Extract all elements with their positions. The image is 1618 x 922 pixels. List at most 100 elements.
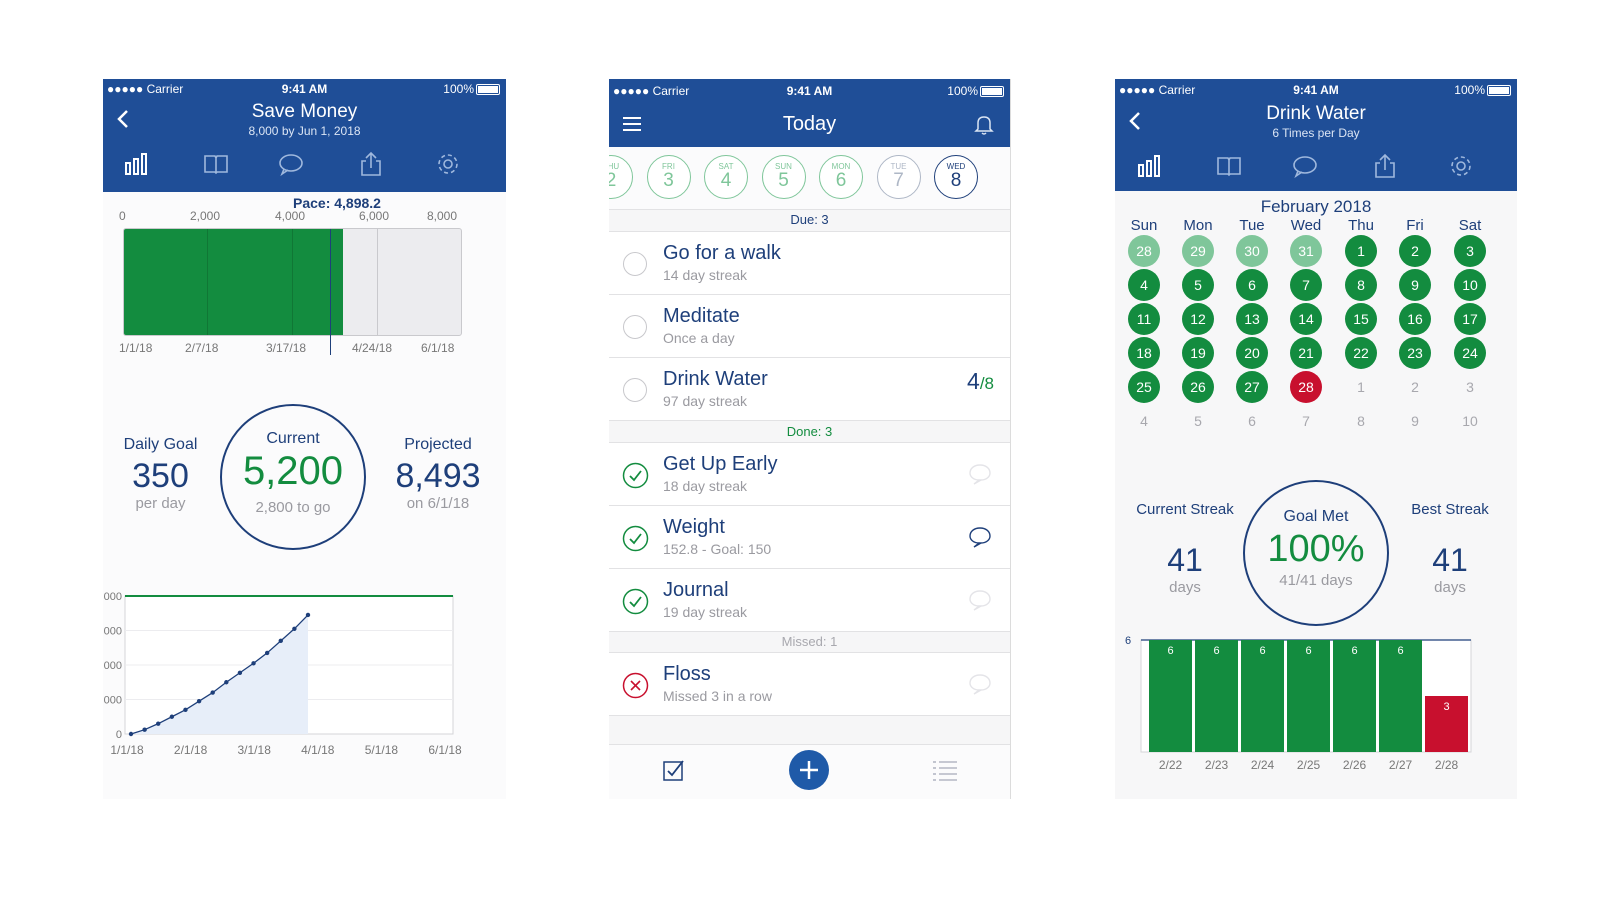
header: ●●●●● Carrier 9:41 AM 100% Today bbox=[609, 79, 1010, 147]
calendar-day[interactable]: 2 bbox=[1411, 379, 1419, 395]
calendar-day[interactable]: 2 bbox=[1399, 235, 1431, 267]
calendar-day[interactable]: 6 bbox=[1248, 413, 1256, 429]
calendar-day[interactable]: 4 bbox=[1128, 269, 1160, 301]
calendar-day[interactable]: 22 bbox=[1345, 337, 1377, 369]
day-circle[interactable]: MON 6 bbox=[819, 155, 863, 199]
calendar-day[interactable]: 4 bbox=[1140, 413, 1148, 429]
tab-stats[interactable] bbox=[123, 151, 149, 177]
data-point bbox=[156, 721, 161, 726]
tab-share[interactable] bbox=[1372, 153, 1398, 179]
carrier-label: ●●●●● Carrier bbox=[613, 84, 690, 98]
notifications-button[interactable] bbox=[973, 112, 995, 136]
daily-water-bar-chart: 6 6 2/22 6 2/23 6 2/24 6 2/25 6 2/26 6 2/27 3 2/28 bbox=[1125, 635, 1472, 772]
checkbox[interactable] bbox=[623, 378, 647, 402]
calendar-day[interactable]: 30 bbox=[1236, 235, 1268, 267]
calendar-day[interactable]: 16 bbox=[1399, 303, 1431, 335]
comment-icon[interactable] bbox=[968, 589, 992, 611]
x-circle-icon[interactable] bbox=[622, 672, 649, 699]
back-button[interactable] bbox=[1125, 109, 1147, 133]
calendar-day[interactable]: 28 bbox=[1290, 371, 1322, 403]
checkbox[interactable] bbox=[623, 315, 647, 339]
due-header: Due: 3 bbox=[790, 212, 829, 227]
tab-notes[interactable] bbox=[203, 151, 229, 177]
calendar-day[interactable]: 20 bbox=[1236, 337, 1268, 369]
calendar-day[interactable]: 5 bbox=[1182, 269, 1214, 301]
calendar-day[interactable]: 6 bbox=[1236, 269, 1268, 301]
checklist-tab-icon[interactable] bbox=[661, 757, 687, 783]
day-circle[interactable]: TUE 7 bbox=[876, 155, 921, 199]
tab-settings[interactable] bbox=[1448, 153, 1474, 179]
list-tab-icon[interactable] bbox=[931, 757, 959, 783]
comment-icon[interactable] bbox=[968, 526, 992, 548]
calendar-day[interactable]: 13 bbox=[1236, 303, 1268, 335]
habit-row-meditate[interactable]: Meditate Once a day bbox=[609, 295, 1010, 357]
day-circle[interactable]: FRI 3 bbox=[646, 155, 691, 199]
comment-icon[interactable] bbox=[968, 463, 992, 485]
projected-value: 8,493 bbox=[395, 457, 481, 495]
habit-row-floss[interactable]: Floss Missed 3 in a row bbox=[609, 653, 1010, 715]
checkbox[interactable] bbox=[623, 252, 647, 276]
tab-settings[interactable] bbox=[435, 151, 461, 177]
calendar-day[interactable]: 7 bbox=[1302, 413, 1310, 429]
menu-button[interactable] bbox=[621, 115, 643, 133]
habit-row-weight[interactable]: Weight 152.8 - Goal: 150 bbox=[609, 506, 1010, 568]
battery-icon bbox=[980, 86, 1004, 97]
status-bar: ●●●●● Carrier 9:41 AM 100% bbox=[1115, 79, 1517, 99]
calendar-day[interactable]: 18 bbox=[1128, 337, 1160, 369]
calendar-day[interactable]: 14 bbox=[1290, 303, 1322, 335]
calendar-day[interactable]: 5 bbox=[1194, 413, 1202, 429]
daily-goal-value: 350 bbox=[132, 457, 189, 495]
calendar-day[interactable]: 11 bbox=[1128, 303, 1160, 335]
check-circle-icon[interactable] bbox=[622, 525, 649, 552]
calendar-day[interactable]: 10 bbox=[1454, 269, 1486, 301]
count-value: 4 bbox=[967, 368, 980, 394]
calendar-day[interactable]: 19 bbox=[1182, 337, 1214, 369]
calendar-day[interactable]: 15 bbox=[1345, 303, 1377, 335]
check-circle-icon[interactable] bbox=[622, 462, 649, 489]
tab-comments[interactable] bbox=[1292, 153, 1318, 179]
tab-comments[interactable] bbox=[278, 151, 304, 177]
calendar-day[interactable]: 1 bbox=[1357, 379, 1365, 395]
calendar-day[interactable]: 31 bbox=[1290, 235, 1322, 267]
calendar-day[interactable]: 17 bbox=[1454, 303, 1486, 335]
add-habit-button[interactable] bbox=[789, 750, 829, 790]
calendar-day[interactable]: 26 bbox=[1182, 371, 1214, 403]
habit-row-walk[interactable]: Go for a walk 14 day streak bbox=[609, 232, 1010, 294]
current-label: Current bbox=[266, 430, 320, 447]
data-point bbox=[278, 638, 283, 644]
calendar-day[interactable]: 10 bbox=[1462, 413, 1478, 429]
habit-row-water[interactable]: Drink Water 97 day streak 4/8 bbox=[609, 358, 1010, 420]
calendar-day[interactable]: 3 bbox=[1454, 235, 1486, 267]
back-button[interactable] bbox=[113, 107, 135, 131]
calendar-day[interactable]: 21 bbox=[1290, 337, 1322, 369]
day-circle[interactable]: THU2 bbox=[609, 155, 633, 199]
calendar-day[interactable]: 1 bbox=[1345, 235, 1377, 267]
calendar-day[interactable]: 23 bbox=[1399, 337, 1431, 369]
day-circle[interactable]: SAT 4 bbox=[704, 155, 748, 199]
data-point bbox=[292, 626, 297, 631]
calendar-day[interactable]: 29 bbox=[1182, 235, 1214, 267]
habit-row-journal[interactable]: Journal 19 day streak bbox=[609, 569, 1010, 631]
calendar-day[interactable]: 28 bbox=[1128, 235, 1160, 267]
y-tick-label: 6 bbox=[1125, 635, 1131, 647]
calendar-day[interactable]: 3 bbox=[1466, 379, 1474, 395]
day-circle[interactable]: WED 8 bbox=[934, 155, 978, 199]
calendar-day[interactable]: 24 bbox=[1454, 337, 1486, 369]
calendar-day[interactable]: 27 bbox=[1236, 371, 1268, 403]
weekday-label: Mon bbox=[1183, 217, 1213, 234]
day-circle[interactable]: SUN 5 bbox=[761, 155, 806, 199]
calendar-day[interactable]: 8 bbox=[1345, 269, 1377, 301]
calendar-day[interactable]: 25 bbox=[1128, 371, 1160, 403]
calendar-day[interactable]: 9 bbox=[1411, 413, 1419, 429]
calendar-day[interactable]: 12 bbox=[1182, 303, 1214, 335]
tab-stats[interactable] bbox=[1136, 153, 1162, 179]
tab-notes[interactable] bbox=[1216, 153, 1242, 179]
book-icon bbox=[1217, 157, 1241, 177]
calendar-day[interactable]: 8 bbox=[1357, 413, 1365, 429]
calendar-day[interactable]: 7 bbox=[1290, 269, 1322, 301]
habit-row-getup[interactable]: Get Up Early 18 day streak bbox=[609, 443, 1010, 505]
tab-share[interactable] bbox=[358, 151, 384, 177]
check-circle-icon[interactable] bbox=[622, 588, 649, 615]
comment-icon[interactable] bbox=[968, 673, 992, 695]
calendar-day[interactable]: 9 bbox=[1399, 269, 1431, 301]
